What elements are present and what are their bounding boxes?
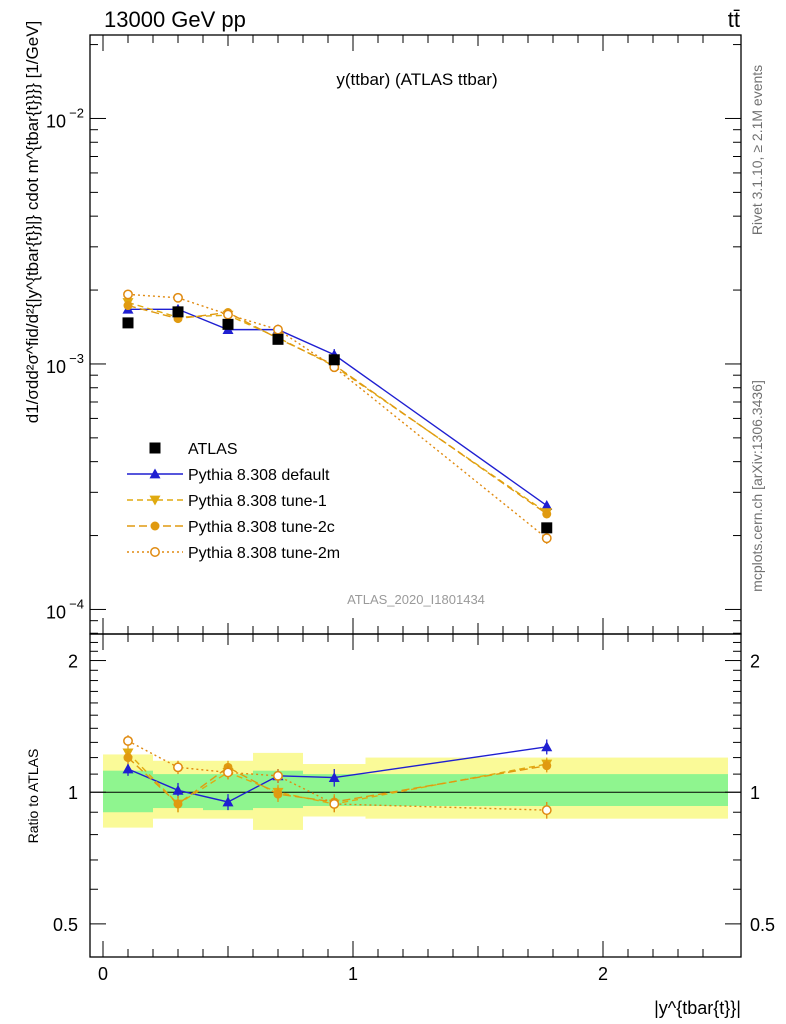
- ratio-y-tick-label: 0.5: [53, 915, 78, 935]
- ratio-point: [329, 799, 340, 809]
- main-series-line-3: [127, 293, 548, 539]
- main-point: [173, 292, 183, 303]
- ratio-point: [123, 753, 133, 763]
- ratio-point: [173, 762, 183, 773]
- ratio-point: [273, 770, 283, 781]
- legend-label: Pythia 8.308 default: [188, 467, 330, 484]
- main-series-line-2: [127, 304, 548, 515]
- main-series-line-0: [128, 308, 548, 507]
- ratio-point: [123, 735, 133, 746]
- chart-title: y(ttbar) (ATLAS ttbar): [336, 70, 497, 89]
- legend-marker: [150, 521, 160, 531]
- main-point: [541, 533, 552, 544]
- ratio-y-tick-label-right: 0.5: [750, 915, 775, 935]
- main-point: [223, 309, 233, 320]
- main-y-axis-label: d1/σdd²σ^fid/d²{|y^{tbar{t}}|} cdot m^{t…: [23, 21, 42, 424]
- ratio-y-tick-label-right: 2: [750, 652, 760, 672]
- data-point: [122, 317, 134, 329]
- data-point: [172, 306, 184, 318]
- x-tick-label: 1: [348, 964, 358, 984]
- legend-label: ATLAS: [188, 441, 238, 458]
- legend-label: Pythia 8.308 tune-2m: [188, 545, 340, 562]
- ratio-point: [223, 767, 233, 778]
- ratio-point: [541, 741, 553, 752]
- main-point: [273, 324, 283, 335]
- ratio-point: [122, 763, 134, 774]
- legend-label: Pythia 8.308 tune-2c: [188, 519, 335, 536]
- legend-marker: [150, 547, 160, 557]
- ratio-band-inner: [365, 774, 728, 806]
- ratio-point: [542, 761, 552, 771]
- main-y-tick-label: 10: [46, 602, 66, 622]
- ratio-point: [328, 772, 340, 782]
- ratio-y-tick-label: 1: [68, 783, 78, 803]
- main-y-tick-exponent: −4: [69, 596, 84, 611]
- main-point: [123, 289, 133, 300]
- main-point: [541, 500, 553, 510]
- ratio-band-inner: [103, 770, 153, 813]
- main-y-tick-exponent: −2: [69, 105, 84, 120]
- main-point: [123, 301, 133, 311]
- ratio-point: [222, 796, 234, 807]
- ratio-series-line-0: [127, 746, 547, 803]
- ratio-point: [273, 789, 283, 799]
- x-tick-label: 0: [98, 964, 108, 984]
- ratio-series-line-2: [127, 757, 547, 805]
- ratio-y-tick-label: 2: [68, 652, 78, 672]
- legend-label: Pythia 8.308 tune-1: [188, 493, 327, 510]
- legend-marker: [149, 442, 161, 454]
- ratio-point: [173, 799, 183, 809]
- main-y-tick-label: 10: [46, 111, 66, 131]
- data-point: [222, 318, 234, 330]
- main-y-tick-label: 10: [46, 357, 66, 377]
- ratio-y-axis-label: Ratio to ATLAS: [25, 749, 41, 844]
- header-right-label: tt̄: [728, 7, 740, 32]
- side-label-mcplots: mcplots.cern.ch [arXiv:1306.3436]: [749, 380, 765, 592]
- x-axis-label: |y^{tbar{t}}|: [654, 998, 741, 1018]
- legend-marker: [149, 495, 161, 506]
- ratio-plot-frame: [89, 633, 742, 958]
- data-point: [328, 354, 340, 366]
- analysis-watermark: ATLAS_2020_I1801434: [347, 592, 485, 607]
- data-point: [272, 333, 284, 345]
- ratio-point: [541, 805, 552, 816]
- main-point: [542, 509, 552, 519]
- legend-marker: [149, 468, 161, 479]
- x-tick-label: 2: [598, 964, 608, 984]
- main-y-tick-exponent: −3: [69, 351, 84, 366]
- ratio-series-line-3: [127, 740, 547, 811]
- data-point: [541, 522, 553, 534]
- header-left-label: 13000 GeV pp: [104, 7, 246, 32]
- ratio-point: [172, 784, 184, 795]
- ratio-y-tick-label-right: 1: [750, 783, 760, 803]
- side-label-rivet: Rivet 3.1.10, ≥ 2.1M events: [749, 65, 765, 235]
